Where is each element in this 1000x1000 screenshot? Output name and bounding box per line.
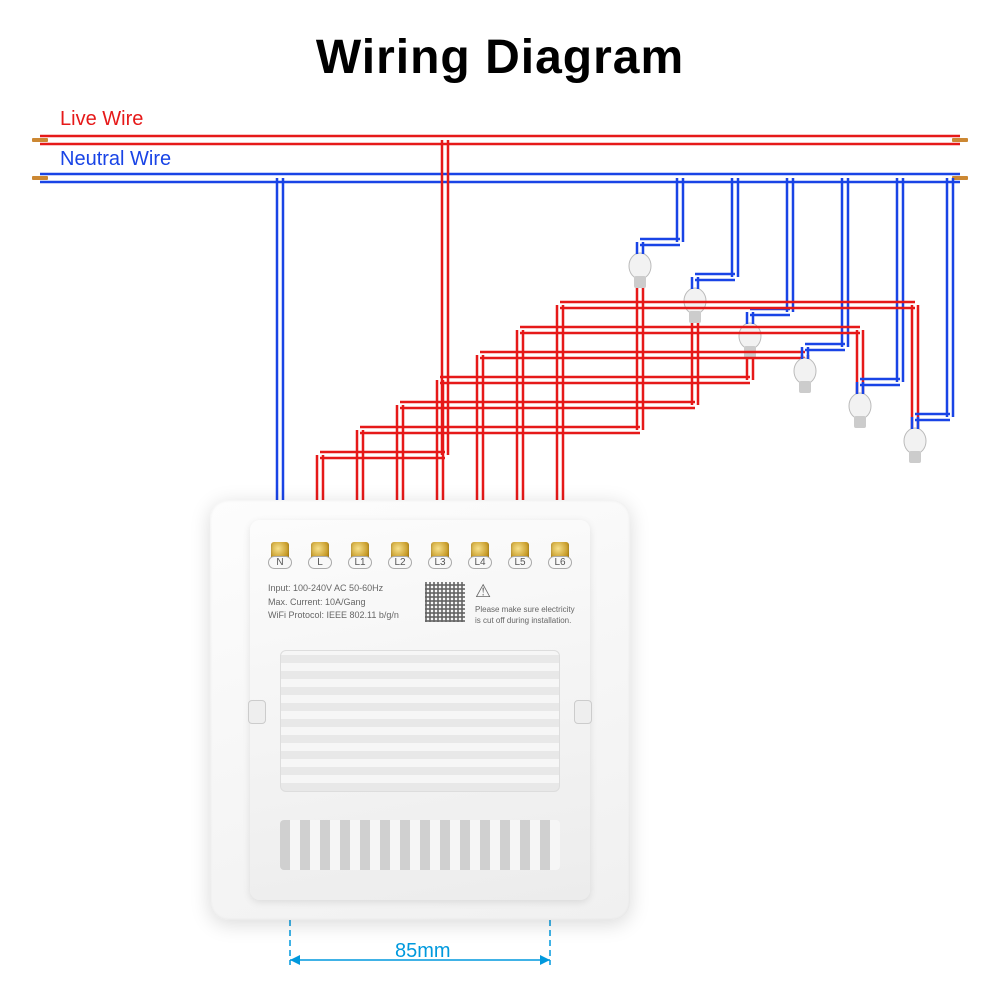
terminal-label: L3: [428, 556, 452, 569]
warning-text: Please make sure electricity is cut off …: [475, 580, 575, 626]
terminal-label: L4: [468, 556, 492, 569]
terminal-label: L6: [548, 556, 572, 569]
device-inner: N L L1 L2 L3 L4 L5 L6 Input: 100-240V AC…: [250, 520, 590, 900]
spec-text: Input: 100-240V AC 50-60Hz Max. Current:…: [268, 582, 399, 623]
dimension-label: 85mm: [395, 940, 451, 963]
terminal-label: L2: [388, 556, 412, 569]
terminal-row: [260, 528, 580, 578]
spec-line: Max. Current: 10A/Gang: [268, 596, 399, 610]
terminal-label: N: [268, 556, 292, 569]
qr-code-icon: [425, 582, 465, 622]
vent-grille: [280, 650, 560, 792]
mount-tab: [574, 700, 592, 724]
spec-line: WiFi Protocol: IEEE 802.11 b/g/n: [268, 609, 399, 623]
spec-line: Input: 100-240V AC 50-60Hz: [268, 582, 399, 596]
terminal-label: L1: [348, 556, 372, 569]
vent-slots: [280, 820, 560, 870]
mount-tab: [248, 700, 266, 724]
terminal-labels: N L L1 L2 L3 L4 L5 L6: [260, 556, 580, 569]
terminal-label: L5: [508, 556, 532, 569]
switch-device: N L L1 L2 L3 L4 L5 L6 Input: 100-240V AC…: [210, 500, 630, 920]
terminal-label: L: [308, 556, 332, 569]
